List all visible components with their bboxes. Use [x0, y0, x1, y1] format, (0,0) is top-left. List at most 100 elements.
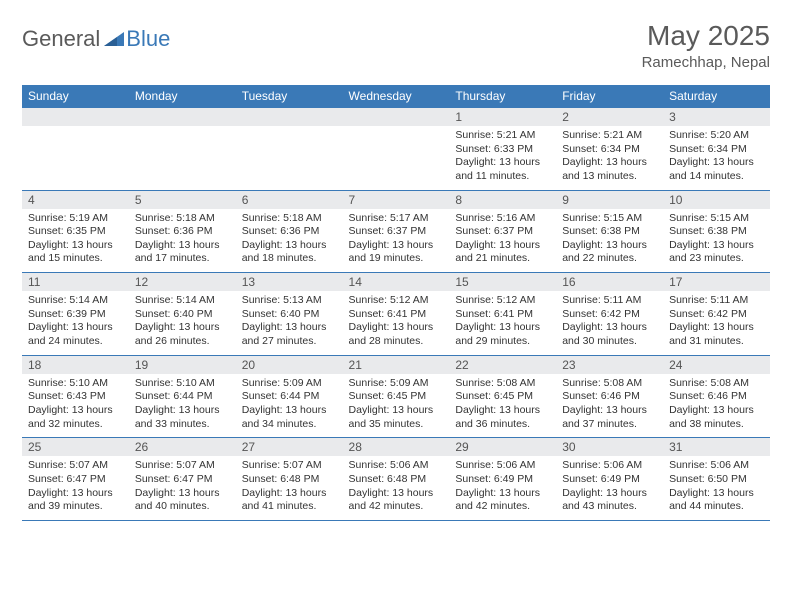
month-title: May 2025	[642, 20, 770, 52]
sunset-text: Sunset: 6:42 PM	[562, 308, 657, 322]
day-number: 1	[449, 108, 556, 126]
calendar-day-cell: 28Sunrise: 5:06 AMSunset: 6:48 PMDayligh…	[343, 438, 450, 521]
calendar-day-cell: 17Sunrise: 5:11 AMSunset: 6:42 PMDayligh…	[663, 273, 770, 356]
day-details	[22, 126, 129, 184]
day-details: Sunrise: 5:14 AMSunset: 6:40 PMDaylight:…	[129, 291, 236, 355]
day-number: 13	[236, 273, 343, 291]
calendar-day-cell: 5Sunrise: 5:18 AMSunset: 6:36 PMDaylight…	[129, 190, 236, 273]
brand-word2: Blue	[126, 26, 170, 52]
day-number: 3	[663, 108, 770, 126]
calendar-day-cell: 1Sunrise: 5:21 AMSunset: 6:33 PMDaylight…	[449, 108, 556, 191]
day-number: 28	[343, 438, 450, 456]
day-number: 2	[556, 108, 663, 126]
daylight-text: Daylight: 13 hours and 35 minutes.	[349, 404, 444, 431]
day-number: 7	[343, 191, 450, 209]
daylight-text: Daylight: 13 hours and 44 minutes.	[669, 487, 764, 514]
calendar-day-cell: 2Sunrise: 5:21 AMSunset: 6:34 PMDaylight…	[556, 108, 663, 191]
day-number: 22	[449, 356, 556, 374]
day-details: Sunrise: 5:07 AMSunset: 6:48 PMDaylight:…	[236, 456, 343, 520]
sunset-text: Sunset: 6:40 PM	[242, 308, 337, 322]
sunrise-text: Sunrise: 5:12 AM	[349, 294, 444, 308]
day-details: Sunrise: 5:06 AMSunset: 6:49 PMDaylight:…	[449, 456, 556, 520]
sunrise-text: Sunrise: 5:15 AM	[562, 212, 657, 226]
day-number	[22, 108, 129, 126]
calendar-day-cell: 21Sunrise: 5:09 AMSunset: 6:45 PMDayligh…	[343, 355, 450, 438]
day-details: Sunrise: 5:20 AMSunset: 6:34 PMDaylight:…	[663, 126, 770, 190]
sunrise-text: Sunrise: 5:07 AM	[135, 459, 230, 473]
daylight-text: Daylight: 13 hours and 21 minutes.	[455, 239, 550, 266]
day-number: 20	[236, 356, 343, 374]
weekday-header: Thursday	[449, 85, 556, 108]
day-details: Sunrise: 5:06 AMSunset: 6:48 PMDaylight:…	[343, 456, 450, 520]
sunrise-text: Sunrise: 5:18 AM	[242, 212, 337, 226]
day-number: 5	[129, 191, 236, 209]
day-number: 27	[236, 438, 343, 456]
sunset-text: Sunset: 6:48 PM	[242, 473, 337, 487]
weekday-header: Tuesday	[236, 85, 343, 108]
sunrise-text: Sunrise: 5:08 AM	[562, 377, 657, 391]
weekday-header-row: SundayMondayTuesdayWednesdayThursdayFrid…	[22, 85, 770, 108]
day-number: 23	[556, 356, 663, 374]
daylight-text: Daylight: 13 hours and 40 minutes.	[135, 487, 230, 514]
sunrise-text: Sunrise: 5:18 AM	[135, 212, 230, 226]
calendar-day-cell: 12Sunrise: 5:14 AMSunset: 6:40 PMDayligh…	[129, 273, 236, 356]
sunset-text: Sunset: 6:37 PM	[455, 225, 550, 239]
daylight-text: Daylight: 13 hours and 13 minutes.	[562, 156, 657, 183]
calendar-day-cell: 22Sunrise: 5:08 AMSunset: 6:45 PMDayligh…	[449, 355, 556, 438]
sunset-text: Sunset: 6:46 PM	[562, 390, 657, 404]
sunset-text: Sunset: 6:47 PM	[28, 473, 123, 487]
weekday-header: Friday	[556, 85, 663, 108]
day-number: 30	[556, 438, 663, 456]
sunset-text: Sunset: 6:38 PM	[562, 225, 657, 239]
sunrise-text: Sunrise: 5:13 AM	[242, 294, 337, 308]
day-details	[236, 126, 343, 184]
day-number: 4	[22, 191, 129, 209]
day-details: Sunrise: 5:12 AMSunset: 6:41 PMDaylight:…	[449, 291, 556, 355]
sunrise-text: Sunrise: 5:06 AM	[455, 459, 550, 473]
calendar-day-cell: 16Sunrise: 5:11 AMSunset: 6:42 PMDayligh…	[556, 273, 663, 356]
calendar-day-cell: 8Sunrise: 5:16 AMSunset: 6:37 PMDaylight…	[449, 190, 556, 273]
day-number: 24	[663, 356, 770, 374]
sunset-text: Sunset: 6:46 PM	[669, 390, 764, 404]
sunset-text: Sunset: 6:50 PM	[669, 473, 764, 487]
sunrise-text: Sunrise: 5:11 AM	[562, 294, 657, 308]
daylight-text: Daylight: 13 hours and 41 minutes.	[242, 487, 337, 514]
calendar-table: SundayMondayTuesdayWednesdayThursdayFrid…	[22, 85, 770, 521]
day-details: Sunrise: 5:12 AMSunset: 6:41 PMDaylight:…	[343, 291, 450, 355]
daylight-text: Daylight: 13 hours and 14 minutes.	[669, 156, 764, 183]
calendar-day-cell: 23Sunrise: 5:08 AMSunset: 6:46 PMDayligh…	[556, 355, 663, 438]
day-number: 12	[129, 273, 236, 291]
daylight-text: Daylight: 13 hours and 31 minutes.	[669, 321, 764, 348]
day-number: 15	[449, 273, 556, 291]
daylight-text: Daylight: 13 hours and 15 minutes.	[28, 239, 123, 266]
daylight-text: Daylight: 13 hours and 22 minutes.	[562, 239, 657, 266]
daylight-text: Daylight: 13 hours and 42 minutes.	[455, 487, 550, 514]
daylight-text: Daylight: 13 hours and 36 minutes.	[455, 404, 550, 431]
sunset-text: Sunset: 6:43 PM	[28, 390, 123, 404]
sunset-text: Sunset: 6:47 PM	[135, 473, 230, 487]
day-details: Sunrise: 5:11 AMSunset: 6:42 PMDaylight:…	[663, 291, 770, 355]
sunrise-text: Sunrise: 5:10 AM	[28, 377, 123, 391]
calendar-day-cell: 31Sunrise: 5:06 AMSunset: 6:50 PMDayligh…	[663, 438, 770, 521]
day-details: Sunrise: 5:21 AMSunset: 6:34 PMDaylight:…	[556, 126, 663, 190]
sunrise-text: Sunrise: 5:06 AM	[562, 459, 657, 473]
sunset-text: Sunset: 6:45 PM	[455, 390, 550, 404]
logo-triangle-icon	[104, 30, 124, 48]
calendar-week-row: 11Sunrise: 5:14 AMSunset: 6:39 PMDayligh…	[22, 273, 770, 356]
day-details: Sunrise: 5:06 AMSunset: 6:50 PMDaylight:…	[663, 456, 770, 520]
calendar-week-row: 4Sunrise: 5:19 AMSunset: 6:35 PMDaylight…	[22, 190, 770, 273]
day-number: 9	[556, 191, 663, 209]
sunrise-text: Sunrise: 5:19 AM	[28, 212, 123, 226]
day-details: Sunrise: 5:10 AMSunset: 6:44 PMDaylight:…	[129, 374, 236, 438]
day-number: 25	[22, 438, 129, 456]
day-details: Sunrise: 5:18 AMSunset: 6:36 PMDaylight:…	[129, 209, 236, 273]
sunset-text: Sunset: 6:34 PM	[562, 143, 657, 157]
daylight-text: Daylight: 13 hours and 28 minutes.	[349, 321, 444, 348]
sunrise-text: Sunrise: 5:09 AM	[349, 377, 444, 391]
day-details: Sunrise: 5:08 AMSunset: 6:45 PMDaylight:…	[449, 374, 556, 438]
day-details: Sunrise: 5:21 AMSunset: 6:33 PMDaylight:…	[449, 126, 556, 190]
brand-logo: General Blue	[22, 20, 170, 52]
daylight-text: Daylight: 13 hours and 39 minutes.	[28, 487, 123, 514]
calendar-week-row: 18Sunrise: 5:10 AMSunset: 6:43 PMDayligh…	[22, 355, 770, 438]
calendar-day-cell: 9 Sunrise: 5:15 AMSunset: 6:38 PMDaylight…	[556, 190, 663, 273]
